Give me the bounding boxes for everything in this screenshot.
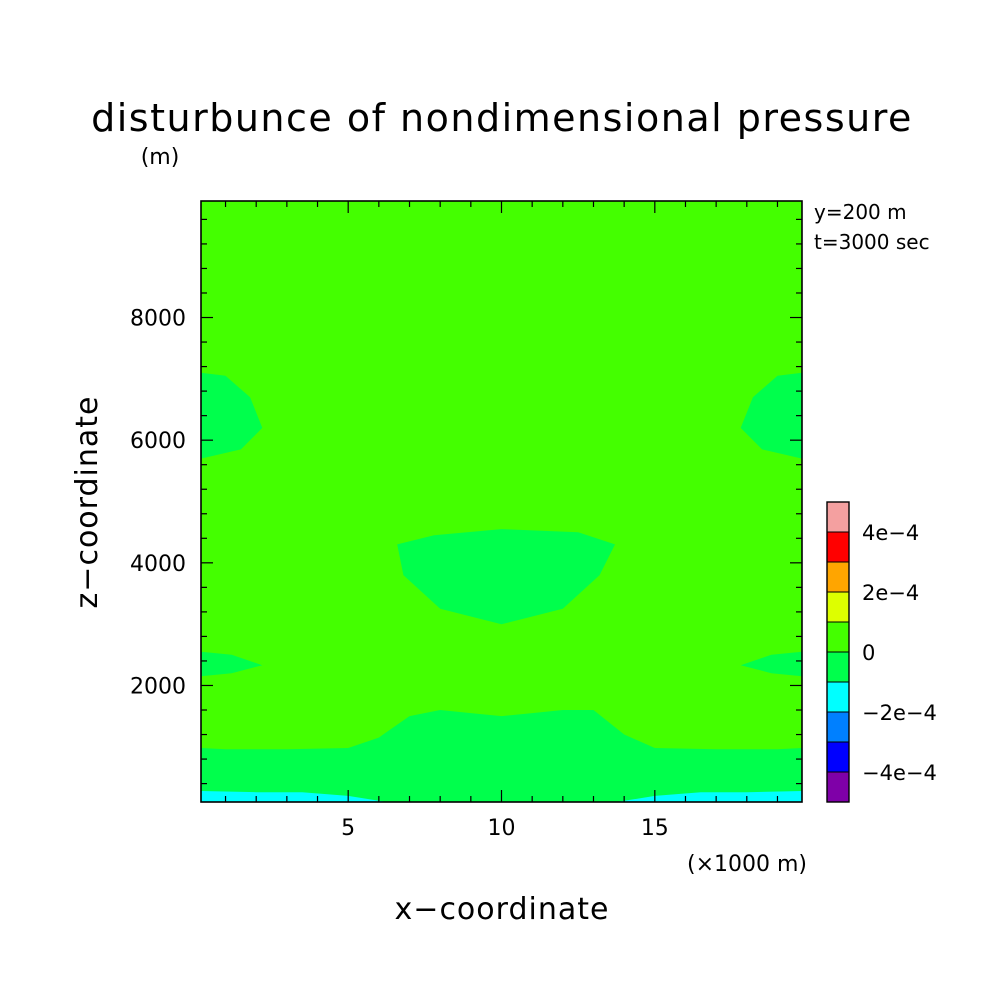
- x-axis-label: x−coordinate: [395, 892, 610, 927]
- colorbar-swatch: [826, 561, 850, 593]
- colorbar-swatch: [826, 711, 850, 743]
- y-tick-label: 4000: [130, 552, 186, 577]
- colorbar-tick-label: 2e−4: [862, 581, 919, 605]
- x-tick-label: 15: [641, 816, 669, 841]
- contour-region-6: [201, 651, 263, 677]
- colorbar-swatch: [826, 771, 850, 803]
- y-tick-label: 2000: [130, 674, 186, 699]
- colorbar-swatch: [826, 651, 850, 683]
- y-tick-label: 6000: [130, 429, 186, 454]
- x-tick-label: 5: [341, 816, 355, 841]
- colorbar-tick-label: −4e−4: [862, 761, 937, 785]
- x-unit-label: (×1000 m): [687, 852, 807, 877]
- background-level-region: [201, 201, 802, 802]
- colorbar-swatch: [826, 621, 850, 653]
- y-axis-label: z−coordinate: [70, 396, 105, 609]
- colorbar-tick-label: 4e−4: [862, 521, 919, 545]
- contour-region-3: [397, 529, 615, 625]
- annotation-t: t=3000 sec: [814, 230, 930, 254]
- z-unit-label: (m): [141, 145, 180, 170]
- colorbar-swatch: [826, 681, 850, 713]
- x-tick-label: 10: [488, 816, 516, 841]
- colorbar-swatch: [826, 501, 850, 533]
- contour-region-5: [740, 372, 802, 459]
- contour-region-7: [740, 651, 802, 677]
- colorbar-swatch: [826, 741, 850, 773]
- colorbar-frame: [826, 501, 850, 803]
- contour-region-4: [201, 372, 263, 459]
- colorbar-tick-label: 0: [862, 641, 875, 665]
- chart-title: disturbunce of nondimensional pressure: [91, 96, 913, 140]
- annotation-y: y=200 m: [814, 200, 907, 224]
- colorbar-swatch: [826, 531, 850, 563]
- plot-area: [200, 200, 803, 803]
- colorbar: −4e−4 −2e−4 0 2e−4 4e−4: [826, 501, 937, 803]
- contour-region-0: [201, 710, 802, 802]
- colorbar-tick-label: −2e−4: [862, 701, 937, 725]
- y-tick-label: 8000: [130, 307, 186, 332]
- contour-region-2: [615, 791, 802, 802]
- axis-ticks: 5 10 15 2000 4000 6000 8000: [130, 201, 802, 841]
- colorbar-swatch: [826, 591, 850, 623]
- contour-region-1: [201, 791, 388, 802]
